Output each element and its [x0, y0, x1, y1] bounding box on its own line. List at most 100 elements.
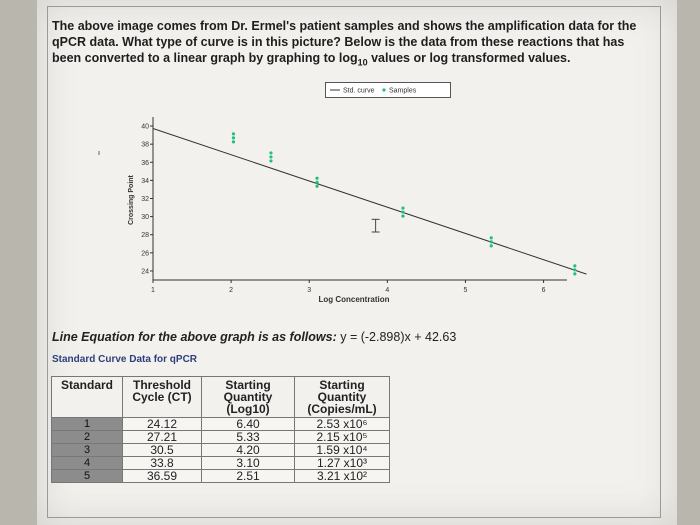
header-log-line2: Quantity — [223, 390, 273, 404]
cell-ct: 24.12 — [122, 417, 202, 431]
table-row: 3 30.5 4.20 1.59 x10⁴ — [51, 443, 390, 457]
equation-formula: y = (-2.898)x + 42.63 — [336, 330, 457, 344]
sample-point — [315, 176, 319, 188]
cell-standard: 4 — [51, 456, 123, 470]
header-standard: Standard — [51, 376, 123, 418]
sample-dot — [489, 236, 493, 240]
x-tick-label: 3 — [307, 287, 311, 294]
cell-standard: 2 — [51, 430, 123, 444]
table-header-row: Standard Threshold Cycle (CT) Starting Q… — [51, 376, 390, 418]
header-log-line1: Starting — [225, 378, 271, 392]
cell-ct: 27.21 — [122, 430, 202, 444]
y-tick-label: 34 — [141, 178, 149, 185]
sample-dot — [489, 244, 493, 248]
sample-point — [401, 206, 405, 218]
y-tick-label: 38 — [141, 142, 149, 149]
header-log-quantity: Starting Quantity (Log10) — [201, 376, 295, 418]
cell-log: 3.10 — [201, 456, 295, 470]
y-tick-label: 40 — [141, 124, 149, 131]
table-row: 5 36.59 2.51 3.21 x10² — [51, 469, 390, 483]
question-text: The above image comes from Dr. Ermel's p… — [52, 18, 652, 71]
header-standard-text: Standard — [60, 378, 113, 392]
sample-dot — [573, 272, 577, 276]
legend-line-label: Std. curve — [343, 88, 375, 95]
std-curve-line — [152, 128, 587, 275]
sample-dot — [489, 240, 493, 244]
x-tick-label: 5 — [463, 287, 467, 294]
header-copies-line3: (Copies/mL) — [307, 402, 377, 416]
table-row: 2 27.21 5.33 2.15 x10⁵ — [51, 430, 390, 444]
cell-ct: 30.5 — [122, 443, 202, 457]
sample-dot — [315, 176, 319, 180]
header-threshold-line1: Threshold — [132, 378, 191, 392]
cell-standard: 3 — [51, 443, 123, 457]
std-curve-group — [152, 128, 587, 275]
legend-point-swatch — [382, 88, 386, 92]
sample-points-group — [231, 132, 577, 276]
legend-point-label: Samples — [389, 88, 417, 95]
sample-dot — [401, 210, 405, 214]
header-threshold-line2: Cycle (CT) — [132, 390, 192, 404]
sample-dot — [269, 151, 273, 155]
cell-standard: 5 — [51, 469, 123, 483]
sample-dot — [573, 268, 577, 272]
log-subscript: 10 — [357, 57, 368, 68]
cell-log: 6.40 — [201, 417, 295, 431]
y-tick-label: 32 — [141, 196, 149, 203]
table-row: 4 33.8 3.10 1.27 x10³ — [51, 456, 390, 470]
header-log-line3: (Log10) — [226, 402, 270, 416]
cell-ct: 33.8 — [122, 456, 202, 470]
worksheet-page: The above image comes from Dr. Ermel's p… — [37, 0, 677, 525]
sample-dot — [231, 132, 236, 136]
header-copies-line2: Quantity — [317, 390, 367, 404]
sample-dot — [269, 155, 273, 159]
sample-point — [269, 151, 273, 163]
header-threshold: Threshold Cycle (CT) — [122, 376, 202, 418]
equation-lead: Line Equation for the above graph is as … — [52, 330, 337, 344]
cell-log: 2.51 — [201, 469, 295, 483]
question-line-3-end: values or log transformed values. — [367, 51, 571, 65]
error-bar-group — [371, 218, 380, 233]
x-tick-label: 6 — [542, 287, 546, 294]
cell-copies: 2.53 x10⁶ — [294, 417, 390, 431]
y-tick-label: 28 — [141, 232, 149, 239]
x-ticks: 1 2 3 4 5 6 — [151, 280, 546, 294]
content-frame — [47, 6, 661, 518]
sample-dot — [401, 206, 405, 210]
question-line-2: qPCR data. What type of curve is in this… — [52, 35, 625, 49]
sample-dot — [401, 214, 405, 218]
cell-standard: 1 — [51, 417, 123, 431]
chart-legend: Std. curve Samples — [325, 82, 451, 98]
y-axis-label: Crossing Point — [128, 174, 135, 224]
y-tick-label: 36 — [141, 160, 149, 167]
cell-copies: 1.27 x10³ — [294, 456, 390, 470]
sample-point — [573, 264, 577, 276]
question-line-3-start: been converted to a linear graph by grap… — [52, 51, 358, 65]
sample-dot — [315, 180, 319, 184]
cell-ct: 36.59 — [122, 469, 202, 483]
x-tick-label: 4 — [385, 287, 389, 294]
sample-dot — [573, 264, 577, 268]
cell-log: 4.20 — [201, 443, 295, 457]
cell-copies: 2.15 x10⁵ — [294, 430, 390, 444]
line-equation: Line Equation for the above graph is as … — [52, 330, 456, 344]
sample-point — [489, 236, 493, 248]
standard-curve-table: Standard Threshold Cycle (CT) Starting Q… — [51, 376, 390, 483]
table-title: Standard Curve Data for qPCR — [52, 354, 198, 365]
table-row: 1 24.12 6.40 2.53 x10⁶ — [51, 417, 390, 431]
legend-svg: Std. curve Samples — [330, 88, 417, 95]
x-tick-label: 2 — [229, 287, 233, 294]
sample-point — [231, 132, 236, 144]
question-line-1: The above image comes from Dr. Ermel's p… — [52, 19, 637, 33]
header-copies-line1: Starting — [319, 378, 365, 392]
cell-copies: 3.21 x10² — [294, 469, 390, 483]
sample-dot — [269, 159, 273, 163]
cell-log: 5.33 — [201, 430, 295, 444]
sample-dot — [315, 184, 319, 188]
sample-dot — [231, 136, 236, 140]
header-copies-quantity: Starting Quantity (Copies/mL) — [294, 376, 390, 418]
y-ticks: 40 38 36 34 32 30 28 26 24 — [141, 124, 153, 275]
cell-copies: 1.59 x10⁴ — [294, 443, 390, 457]
y-tick-label: 24 — [141, 268, 149, 275]
